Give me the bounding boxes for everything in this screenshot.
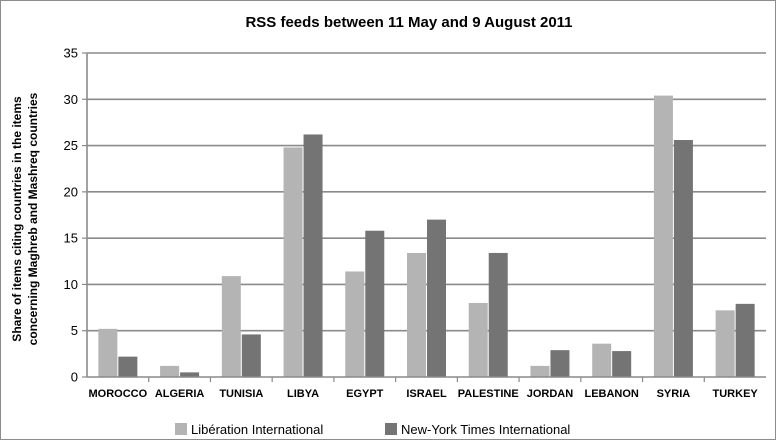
gridlines [87, 52, 766, 332]
x-tick-label: SYRIA [657, 388, 691, 400]
x-tick-label: ISRAEL [406, 388, 447, 400]
bar-nyt-jordan [550, 350, 570, 377]
bar-liberation-palestine [468, 302, 488, 377]
legend-label: New-York Times International [401, 422, 570, 437]
bar-nyt-israel [427, 219, 446, 377]
legend-label: Libération International [191, 422, 323, 437]
bar-liberation-jordan [530, 365, 550, 377]
x-tick-label: LIBYA [287, 388, 319, 400]
bar-nyt-lebanon [612, 351, 632, 377]
x-tick-label: EGYPT [346, 388, 384, 400]
legend-swatch [385, 423, 397, 435]
legend: Libération International New-York Times I… [175, 422, 570, 437]
bar-nyt-syria [673, 140, 693, 377]
x-tick-label: TURKEY [713, 388, 759, 400]
bar-nyt-morocco [118, 356, 138, 377]
legend-swatch [175, 423, 187, 435]
bar-liberation-israel [407, 252, 426, 377]
chart-title: RSS feeds between 11 May and 9 August 20… [245, 14, 572, 31]
bar-liberation-syria [653, 95, 673, 377]
y-tick-label: 20 [64, 184, 78, 199]
y-tick-label: 35 [64, 46, 78, 61]
axes [86, 53, 766, 378]
x-tick-label: LEBANON [584, 388, 638, 400]
y-tick-label: 5 [71, 323, 78, 338]
bar-liberation-morocco [98, 328, 118, 377]
y-axis-label-line-2: concerning Maghreb and Mashreq countries [26, 92, 40, 345]
x-axis-ticks: MOROCCO ALGERIA TUNISIA LIBYA EGYPT ISRAEL PAL… [89, 377, 759, 400]
bar-nyt-palestine [488, 252, 508, 377]
y-axis-ticks: 0 5 10 15 20 25 30 35 [64, 46, 87, 385]
bar-nyt-tunisia [241, 334, 261, 377]
y-tick-label: 25 [64, 138, 78, 153]
y-tick-label: 30 [64, 92, 78, 107]
bar-liberation-libya [283, 147, 303, 377]
bars [98, 95, 755, 377]
y-tick-label: 10 [64, 277, 78, 292]
x-tick-label: PALESTINE [458, 388, 519, 400]
x-tick-label: MOROCCO [89, 388, 148, 400]
bar-liberation-lebanon [592, 343, 612, 377]
bar-nyt-libya [303, 134, 323, 377]
bar-nyt-egypt [365, 230, 385, 377]
bar-nyt-algeria [180, 372, 200, 377]
bar-liberation-turkey [715, 310, 735, 377]
y-axis-label: Share of items citing countries in the i… [10, 92, 40, 345]
y-axis-label-line-1: Share of items citing countries in the i… [10, 96, 24, 342]
y-tick-label: 15 [64, 231, 78, 246]
y-tick-label: 0 [71, 370, 78, 385]
bar-liberation-tunisia [221, 276, 241, 377]
bar-liberation-algeria [160, 365, 180, 377]
x-tick-label: ALGERIA [155, 388, 205, 400]
x-tick-label: TUNISIA [219, 388, 263, 400]
bar-nyt-turkey [735, 303, 755, 377]
x-tick-label: JORDAN [527, 388, 574, 400]
bar-liberation-egypt [345, 271, 365, 377]
